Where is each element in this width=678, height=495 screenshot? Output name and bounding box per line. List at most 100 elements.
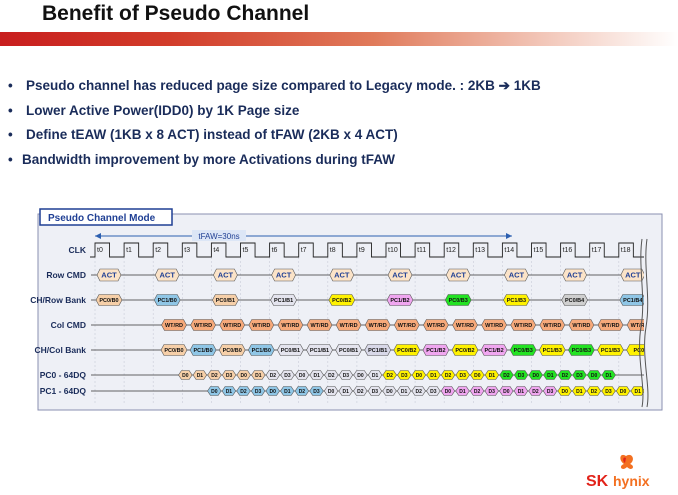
col-command — [161, 319, 187, 331]
pc0-dq-beat-text: D2 — [445, 373, 452, 379]
timing-diagram: Pseudo Channel Mode CLK Row CMD CH/Row Ban… — [30, 208, 663, 411]
title-accent-bar — [0, 32, 678, 46]
col-command-text: WT/RD — [631, 323, 649, 329]
col-command — [481, 319, 507, 331]
pc1-dq-beat — [338, 386, 353, 396]
pc0-dq-beat — [601, 370, 616, 380]
pc1-dq-beat-text: D1 — [284, 389, 291, 395]
butterfly-icon — [620, 454, 634, 469]
pc0-dq-beat-text: D3 — [343, 373, 350, 379]
col-bank-cell — [306, 344, 333, 356]
row-bank-cell-text: PC0/B4 — [565, 298, 585, 304]
pc0-dq-beat — [470, 370, 485, 380]
act-command-text: ACT — [218, 271, 234, 280]
pc1-dq-beat-text: D1 — [459, 389, 466, 395]
pc1-dq-beat — [323, 386, 339, 396]
row-bank-cell — [561, 294, 588, 306]
pc0-dq-beat-text: D3 — [459, 373, 466, 379]
pc1-dq-beat-text: D3 — [313, 389, 320, 395]
pc0-dq-beat — [324, 370, 339, 380]
pc1-dq-beat — [207, 386, 222, 396]
pc0-dq-beat-text: D3 — [401, 373, 408, 379]
col-bank-cell-text: PC1/B0 — [252, 348, 271, 354]
pc1-dq-beat-text: D1 — [518, 389, 525, 395]
pc0-dq-beat-text: D1 — [605, 373, 612, 379]
col-command — [190, 319, 216, 331]
pc1-dq-beat — [353, 386, 368, 396]
pc1-dq-beat-text: D0 — [211, 389, 218, 395]
pc0-dq-beat-text: D3 — [284, 373, 291, 379]
col-bank-cell — [393, 344, 421, 356]
act-command — [213, 268, 238, 282]
pc0-dq-beat — [207, 370, 222, 380]
pc0-dq-beat-text: D3 — [518, 373, 525, 379]
pc0-dq-beat — [221, 370, 237, 380]
col-command — [510, 319, 537, 331]
col-command-text: WT/RD — [456, 323, 474, 329]
col-command-text: WT/RD — [223, 323, 241, 329]
col-command-text: WT/RD — [252, 323, 270, 329]
pc0-dq-beat — [294, 370, 310, 380]
pc1-dq-beat-text: D2 — [591, 389, 598, 395]
row-bank-cell — [212, 294, 239, 306]
col-bank-cell-text: PC0/B3 — [514, 348, 533, 354]
tfaw-right-arrow — [506, 233, 512, 239]
clock-label: t17 — [592, 247, 602, 254]
col-bank-cell — [335, 344, 362, 356]
row-bank-cell-text: PC0/B3 — [449, 298, 468, 304]
clock-label: t13 — [475, 247, 485, 254]
pc1-dq-beat-text: D0 — [328, 389, 335, 395]
pc1-dq-beat — [513, 386, 529, 396]
signal-label: CH/Row Bank — [30, 295, 86, 305]
pc1-dq-beat — [601, 386, 616, 396]
pc0-dq-beat-text: D0 — [532, 373, 539, 379]
pc1-dq-beat — [382, 386, 397, 396]
bullet-text: Bandwidth improvement by more Activation… — [22, 151, 396, 167]
pc0-dq-beat — [338, 370, 354, 380]
panel-title: Pseudo Channel Mode — [48, 213, 156, 224]
pc1-dq-beat-text: D0 — [386, 389, 393, 395]
bullet-marker: • — [8, 78, 13, 93]
col-command — [335, 319, 362, 331]
col-command-text: WT/RD — [601, 323, 619, 329]
pc0-dq-beat-text: D0 — [416, 373, 423, 379]
col-bank-cell-text: PC0/B3 — [572, 348, 591, 354]
col-command-text: WT/RD — [398, 323, 416, 329]
act-command-text: ACT — [334, 271, 350, 280]
signal-label: CH/Col Bank — [35, 345, 87, 355]
clock-label: t3 — [184, 247, 190, 254]
break-mark — [639, 238, 644, 408]
pc0-dq-beat — [426, 370, 441, 380]
pc1-dq-beat — [440, 386, 456, 396]
col-command-text: WT/RD — [165, 323, 183, 329]
pc1-dq-beat — [309, 386, 324, 396]
col-command — [219, 319, 246, 331]
pc1-dq-beat-text: D2 — [357, 389, 364, 395]
col-command-text: WT/RD — [427, 323, 445, 329]
clock-label: t11 — [417, 247, 426, 254]
pc0-dq-beat-text: D1 — [255, 373, 262, 379]
sk-hynix-logo: SK hynix — [586, 454, 650, 490]
act-command-text: ACT — [625, 271, 641, 280]
row-bank-cell — [153, 294, 181, 306]
clock-label: t2 — [155, 247, 161, 254]
pc0-dq-beat — [586, 370, 602, 380]
pc0-dq-beat-text: D2 — [503, 373, 510, 379]
pc0-dq-beat-text: D0 — [299, 373, 306, 379]
pc1-dq-beat-text: D1 — [342, 389, 349, 395]
col-command — [568, 319, 595, 331]
pc0-dq-beat-text: D1 — [313, 373, 320, 379]
col-command-text: WT/RD — [514, 323, 532, 329]
row-bank-cell — [270, 294, 297, 306]
act-command — [504, 268, 529, 282]
pc0-dq-beat-text: D1 — [372, 373, 379, 379]
col-bank-cell — [218, 344, 246, 356]
col-bank-cell-text: PC0/ — [633, 348, 646, 354]
pc1-dq-beat-text: D2 — [240, 389, 247, 395]
pc1-dq-beat — [542, 386, 558, 396]
pc0-dq-beat-text: D0 — [357, 373, 364, 379]
pc1-dq-beat-text: D2 — [415, 389, 422, 395]
signal-label: Col CMD — [51, 320, 86, 330]
act-command — [271, 268, 296, 282]
pc1-dq-beat-text: D0 — [445, 389, 452, 395]
